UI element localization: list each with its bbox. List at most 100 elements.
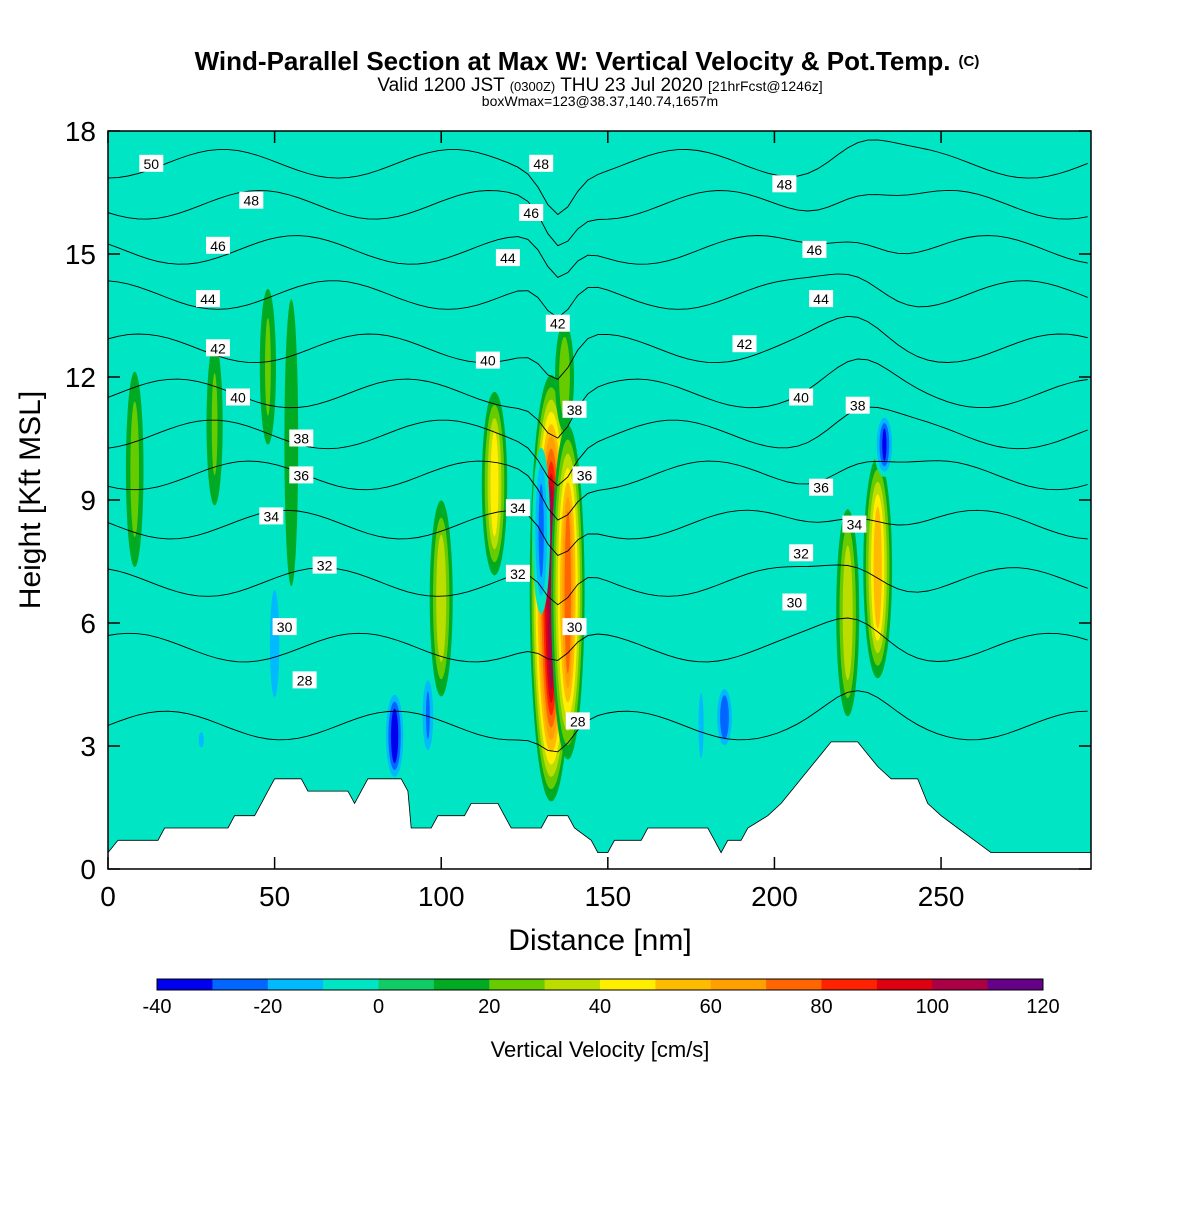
theta-contour-48	[108, 189, 1088, 247]
y-tick-label: 0	[80, 854, 96, 885]
velocity-level-15-2	[426, 691, 430, 740]
contour-label-text: 48	[533, 156, 549, 172]
colorbar-swatch	[544, 979, 601, 990]
contour-label-text: 44	[200, 291, 216, 307]
colorbar-swatch	[710, 979, 767, 990]
contour-label-0: 50	[139, 154, 164, 172]
contour-label-text: 30	[277, 619, 293, 635]
contour-label-text: 44	[500, 250, 516, 266]
contour-label-box	[562, 400, 587, 418]
contour-label-20: 32	[505, 564, 530, 582]
contour-label-18: 36	[572, 466, 597, 484]
contour-label-21: 30	[562, 618, 587, 636]
contour-label-text: 42	[737, 336, 753, 352]
contour-label-text: 40	[793, 390, 809, 406]
velocity-level-13-1	[698, 692, 704, 759]
colorbar-swatch	[157, 979, 213, 990]
contour-label-box	[809, 478, 834, 496]
contour-label-text: 38	[294, 431, 310, 447]
contour-label-32: 30	[782, 593, 807, 611]
contour-label-text: 38	[850, 398, 866, 414]
contour-label-box	[312, 556, 337, 574]
colorbar-tick-label: 120	[1026, 996, 1059, 1018]
velocity-level-11-1	[269, 590, 280, 697]
theta-contour-32	[108, 564, 1088, 606]
colorbar-swatch	[378, 979, 435, 990]
contour-label-27: 40	[789, 388, 814, 406]
contour-label-box	[565, 712, 590, 730]
theta-contour-50	[108, 139, 1088, 216]
contour-label-box	[802, 240, 827, 258]
theta-contours	[108, 139, 1088, 753]
colorbar-swatch	[655, 979, 712, 990]
contour-label-text: 48	[244, 193, 260, 209]
contour-label-text: 42	[210, 340, 226, 356]
velocity-level-3-4	[873, 506, 882, 629]
theta-contour-46	[108, 235, 1088, 278]
velocity-level-17-3	[882, 428, 887, 462]
contour-label-text: 46	[210, 238, 226, 254]
colorbar-swatch	[987, 979, 1044, 990]
contour-label-box	[845, 396, 870, 414]
contour-label-24: 46	[802, 240, 827, 258]
colorbar-swatch	[932, 979, 989, 990]
contour-label-box	[519, 204, 544, 221]
velocity-level-14-3	[391, 708, 399, 764]
contour-label-26: 42	[732, 335, 757, 353]
contour-label-19: 34	[505, 499, 530, 517]
colorbar-frame	[156, 978, 1044, 991]
velocity-level-7-3	[490, 431, 499, 537]
contour-label-text: 34	[510, 500, 526, 516]
contour-label-29: 36	[809, 478, 834, 496]
y-tick-label: 18	[65, 116, 96, 147]
y-tick-label: 9	[80, 485, 96, 516]
contour-label-5: 40	[226, 388, 250, 406]
x-tick-label: 150	[584, 881, 631, 912]
theta-contour-36	[108, 460, 1088, 521]
chart-title: Wind-Parallel Section at Max W: Vertical…	[195, 46, 980, 76]
contour-label-text: 36	[294, 467, 310, 483]
contour-label-text: 46	[523, 205, 539, 221]
contour-label-box	[289, 429, 314, 447]
contour-label-box	[772, 175, 797, 193]
colorbar-swatch	[600, 979, 656, 990]
colorbar-tick-label: 0	[373, 996, 384, 1018]
contour-label-31: 32	[789, 544, 814, 562]
contour-label-box	[292, 671, 317, 689]
contour-label-box	[495, 249, 520, 267]
contour-label-14: 44	[495, 249, 520, 267]
contour-label-8: 34	[259, 507, 284, 525]
contour-label-text: 40	[230, 390, 246, 406]
contour-label-box	[505, 499, 530, 517]
contour-label-23: 48	[772, 175, 797, 193]
theta-contour-38	[108, 406, 1088, 487]
x-tick-label: 200	[751, 881, 798, 912]
contour-label-30: 34	[842, 515, 867, 533]
contour-label-text: 30	[787, 595, 803, 611]
contour-label-box	[505, 564, 530, 582]
x-tick-label: 100	[418, 881, 465, 912]
velocity-level-18-1	[198, 732, 204, 748]
y-tick-label: 3	[80, 731, 96, 762]
contour-label-text: 32	[317, 558, 333, 574]
colorbar-swatch	[821, 979, 878, 990]
contour-label-text: 32	[510, 566, 526, 582]
contour-label-11: 28	[292, 671, 317, 689]
velocity-level-5-2	[842, 545, 853, 680]
contour-label-text: 28	[297, 672, 313, 688]
contour-label-3: 44	[196, 290, 220, 308]
x-axis: 0 50 100 150 200 250	[100, 131, 964, 912]
contour-label-box	[809, 290, 834, 308]
contour-label-box	[289, 466, 314, 484]
contour-label-text: 30	[567, 619, 583, 635]
colorbar-label: Vertical Velocity [cm/s]	[491, 1037, 710, 1062]
colorbar-swatch	[267, 979, 324, 990]
contour-label-text: 50	[144, 156, 160, 172]
contour-label-box	[206, 236, 230, 254]
contour-label-text: 34	[264, 508, 280, 524]
contour-label-box	[529, 154, 554, 172]
colorbar-tick-label: 80	[810, 996, 832, 1018]
contour-label-10: 30	[272, 618, 297, 636]
terrain-profile	[108, 741, 1091, 869]
